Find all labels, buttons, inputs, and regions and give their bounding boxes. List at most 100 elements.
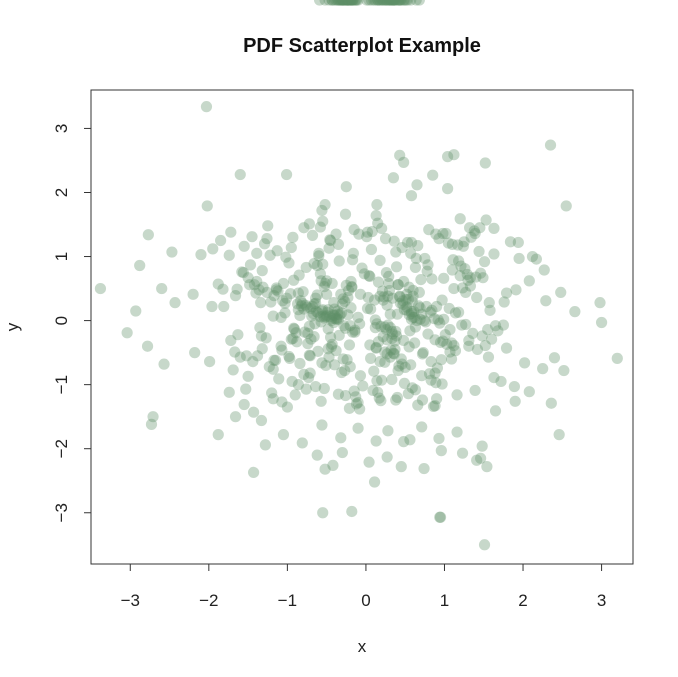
scatter-point (311, 259, 323, 272)
scatter-point (464, 222, 476, 234)
scatter-point (405, 359, 417, 371)
y-tick-label: −2 (52, 439, 71, 458)
scatter-point (303, 320, 315, 332)
scatter-point (343, 284, 355, 297)
scatter-point (464, 272, 476, 284)
scatter-point (322, 343, 334, 355)
scatter-point (158, 358, 170, 370)
scatter-point (325, 314, 337, 327)
scatter-point (448, 149, 460, 161)
scatter-point (256, 265, 268, 277)
scatter-point (251, 350, 264, 362)
scatter-point (442, 237, 455, 249)
scatter-point (386, 332, 398, 345)
scatter-point (332, 388, 345, 400)
scatter-point (415, 274, 427, 286)
scatter-point (292, 379, 304, 391)
scatter-point (204, 355, 216, 368)
scatter-point (352, 0, 364, 6)
scatter-point (385, 0, 397, 6)
scatter-point (293, 269, 305, 281)
scatter-point (321, 275, 333, 287)
scatter-point (303, 218, 315, 230)
scatter-point (354, 288, 367, 300)
scatter-point (267, 310, 279, 322)
scatter-point (314, 221, 326, 233)
scatter-point (324, 234, 336, 246)
scatter-point (442, 151, 454, 163)
points-layer (94, 0, 623, 551)
scatter-point (318, 312, 330, 324)
scatter-point (394, 0, 407, 6)
scatter-point (352, 422, 364, 434)
x-tick-label: 0 (361, 591, 370, 610)
scatter-point (328, 297, 340, 309)
scatter-point (366, 225, 378, 238)
scatter-point (386, 325, 398, 338)
scatter-point (383, 0, 396, 6)
scatter-point (370, 341, 382, 354)
scatter-point (333, 255, 345, 267)
scatter-point (380, 266, 392, 279)
scatter-point (373, 0, 385, 6)
scatter-point (341, 354, 353, 366)
scatter-point (409, 337, 421, 349)
scatter-point (342, 0, 354, 6)
scatter-point (469, 384, 481, 397)
scatter-point (295, 300, 308, 312)
scatter-point (291, 298, 304, 310)
x-tick-label: 1 (440, 591, 449, 610)
scatter-point (269, 354, 282, 366)
scatter-point (358, 268, 370, 280)
scatter-point (500, 287, 513, 299)
scatter-point (406, 382, 418, 394)
scatter-point (454, 213, 466, 225)
scatter-point (308, 257, 320, 270)
scatter-point (363, 456, 375, 468)
scatter-point (306, 300, 319, 313)
scatter-point (442, 183, 454, 195)
scatter-point (339, 295, 351, 307)
scatter-point (430, 377, 442, 389)
scatter-point (470, 271, 482, 283)
scatter-point (471, 291, 483, 304)
scatter-point (326, 0, 338, 6)
scatter-point (372, 386, 384, 398)
scatter-point (444, 346, 456, 358)
scatter-point (332, 0, 344, 6)
scatter-point (409, 311, 421, 323)
scatter-point (396, 358, 408, 370)
scatter-point (297, 286, 309, 298)
scatter-point (341, 0, 353, 6)
scatter-point (339, 0, 351, 6)
scatter-point (461, 268, 473, 281)
scatter-point (371, 199, 383, 211)
scatter-point (372, 336, 385, 348)
scatter-point (428, 313, 440, 325)
scatter-point (268, 290, 280, 302)
scatter-point (336, 0, 348, 6)
scatter-point (318, 281, 330, 293)
scatter-point (377, 0, 389, 6)
scatter-point (476, 440, 488, 452)
scatter-point (407, 311, 419, 323)
scatter-point (368, 476, 381, 488)
scatter-point (387, 347, 400, 359)
scatter-point (141, 340, 154, 352)
scatter-point (315, 275, 327, 287)
scatter-point (244, 259, 257, 271)
scatter-point (200, 101, 213, 113)
scatter-point (388, 348, 400, 360)
scatter-point (330, 345, 342, 357)
scatter-point (343, 0, 356, 6)
scatter-point (246, 231, 258, 243)
scatter-point (409, 384, 422, 396)
scatter-point (435, 445, 447, 457)
scatter-point (513, 252, 525, 265)
scatter-point (386, 373, 398, 386)
scatter-point (419, 252, 431, 265)
scatter-point (492, 325, 504, 337)
scatter-point (326, 338, 338, 350)
scatter-point (405, 307, 418, 320)
scatter-point (310, 306, 323, 318)
